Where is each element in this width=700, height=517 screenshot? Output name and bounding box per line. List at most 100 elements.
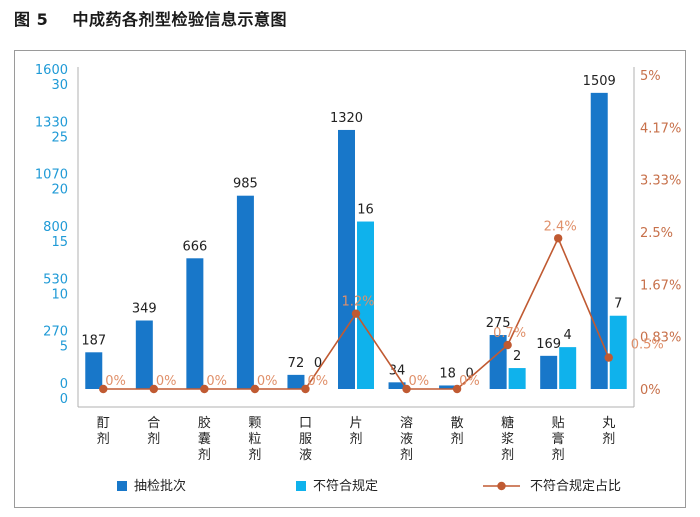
ratio-label: 0%: [156, 374, 177, 389]
y-left-outer-tick: 800: [43, 220, 68, 235]
x-category-label: 液: [400, 432, 413, 447]
x-category-label: 剂: [349, 432, 362, 447]
bar-noncompliant-label: 4: [564, 328, 572, 343]
y-right-tick: 2.5%: [640, 226, 673, 241]
ratio-point: [200, 384, 209, 394]
bar-inspection-batches: [85, 352, 103, 389]
x-category-label: 丸: [602, 416, 615, 431]
bar-inspection-label: 985: [233, 177, 258, 192]
bar-inspection-label: 275: [486, 316, 511, 331]
ratio-label: 1.2%: [341, 295, 374, 310]
bar-inspection-label: 187: [81, 333, 106, 348]
x-category-label: 糖: [501, 415, 514, 431]
legend-label-noncompliant: 不符合规定: [313, 478, 378, 494]
x-category-label: 囊: [198, 431, 211, 447]
x-category-label: 溶: [400, 416, 413, 431]
y-left-outer-tick: 1330: [35, 115, 68, 130]
bar-inspection-batches: [439, 385, 457, 389]
y-left-inner-tick: 30: [51, 78, 68, 93]
x-category-label: 浆: [501, 432, 514, 447]
bar-noncompliant-label: 16: [357, 203, 374, 218]
ratio-point: [99, 384, 108, 394]
y-left-inner-tick: 15: [51, 235, 68, 250]
x-category-label: 剂: [552, 448, 565, 463]
y-right-tick: 0.83%: [640, 331, 681, 346]
bar-inspection-batches: [186, 258, 204, 389]
bar-noncompliant: [559, 347, 577, 389]
x-category-label: 颗: [248, 416, 261, 431]
ratio-label: 2.4%: [544, 219, 577, 234]
x-category-label: 合: [147, 416, 160, 431]
y-right-tick: 5%: [640, 69, 661, 84]
ratio-label: 0%: [409, 374, 430, 389]
y-left-inner-tick: 20: [51, 183, 68, 198]
bar-inspection-label: 349: [132, 302, 157, 317]
bar-noncompliant-label: 2: [513, 349, 521, 364]
ratio-label: 0%: [257, 374, 278, 389]
y-left-outer-tick: 270: [43, 325, 68, 340]
ratio-point: [250, 384, 260, 394]
y-right-tick: 4.17%: [640, 121, 681, 136]
figure-title: 图 5 中成药各剂型检验信息示意图: [14, 10, 287, 29]
y-left-outer-tick: 0: [60, 377, 68, 392]
bar-inspection-label: 18: [439, 366, 456, 381]
x-category-label: 剂: [451, 432, 464, 447]
x-category-label: 液: [299, 448, 312, 463]
bar-noncompliant-label: 7: [614, 297, 622, 312]
bar-inspection-batches: [338, 129, 355, 389]
x-category-label: 散: [451, 416, 464, 431]
bar-inspection-label: 34: [389, 363, 406, 378]
ratio-point: [604, 353, 613, 362]
ratio-point: [503, 340, 512, 350]
bar-noncompliant-label: 0: [465, 366, 473, 381]
x-category-label: 膏: [552, 431, 565, 447]
y-right-tick: 1.67%: [640, 278, 681, 293]
bar-inspection-batches: [590, 92, 608, 389]
legend-label-ratio: 不符合规定占比: [530, 478, 621, 494]
y-left-outer-tick: 1600: [35, 63, 68, 78]
bar-noncompliant: [508, 368, 526, 389]
y-left-inner-tick: 0: [60, 392, 68, 407]
legend-label-inspection: 抽检批次: [134, 478, 186, 494]
x-category-label: 胶: [198, 415, 211, 431]
legend-swatch-noncompliant: [296, 481, 306, 491]
y-right-tick: 3.33%: [640, 174, 681, 189]
x-category-label: 酊: [97, 416, 110, 431]
ratio-label: 0.7%: [493, 326, 526, 341]
x-category-label: 剂: [97, 432, 110, 447]
bar-inspection-label: 1320: [330, 111, 363, 126]
bar-inspection-label: 169: [536, 337, 561, 352]
y-left-outer-tick: 1070: [35, 168, 68, 183]
bar-inspection-batches: [489, 335, 507, 389]
ratio-point: [452, 384, 462, 394]
bar-inspection-label: 72: [288, 356, 305, 371]
ratio-point: [553, 234, 563, 243]
x-category-label: 剂: [147, 432, 160, 447]
y-right-tick: 0%: [640, 383, 661, 398]
ratio-point: [351, 309, 361, 318]
ratio-label: 0.5%: [631, 338, 664, 353]
x-category-label: 片: [349, 416, 362, 431]
y-left-inner-tick: 25: [51, 130, 68, 145]
x-category-label: 服: [299, 432, 312, 447]
bar-noncompliant-label: 0: [314, 356, 322, 371]
x-category-label: 剂: [198, 448, 211, 463]
x-category-label: 口: [299, 416, 312, 431]
ratio-label: 0%: [105, 374, 126, 389]
x-category-label: 粒: [248, 432, 261, 447]
bar-inspection-batches: [287, 374, 305, 389]
ratio-point: [149, 384, 159, 394]
ratio-label: 0%: [206, 374, 227, 389]
y-left-inner-tick: 5: [60, 340, 68, 355]
bar-inspection-label: 1509: [583, 74, 616, 89]
x-category-label: 贴: [552, 416, 565, 431]
bar-inspection-batches: [540, 355, 558, 389]
bar-noncompliant: [609, 315, 627, 389]
bar-noncompliant: [357, 221, 374, 389]
ratio-point: [402, 384, 411, 394]
ratio-label: 0%: [459, 374, 480, 389]
bar-inspection-batches: [135, 320, 153, 389]
ratio-point: [301, 384, 310, 394]
chart-frame: [14, 50, 686, 508]
